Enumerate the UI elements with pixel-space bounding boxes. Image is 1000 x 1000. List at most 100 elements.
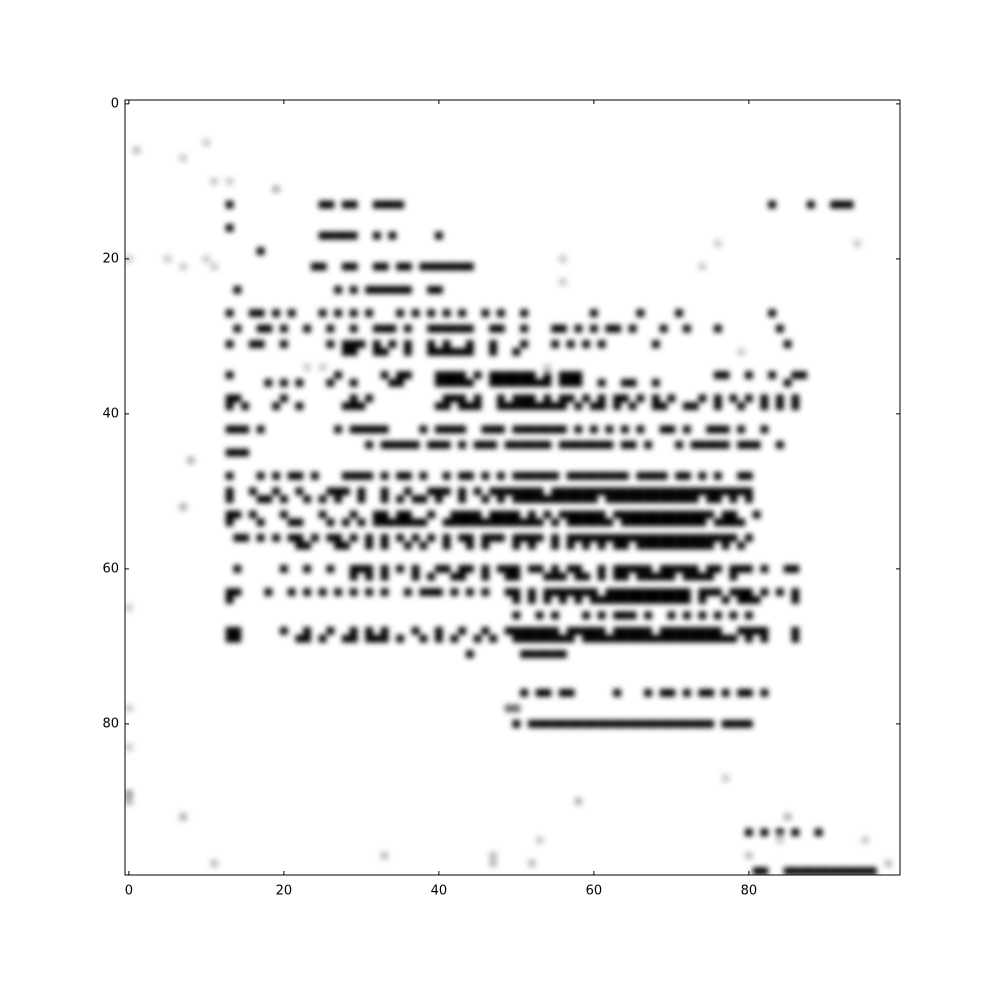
- heatmap-cell: [559, 510, 567, 519]
- heatmap-cell: [683, 611, 691, 620]
- heatmap-cell: [349, 231, 358, 240]
- heatmap-cell: [520, 371, 528, 379]
- heatmap-cell: [752, 627, 761, 635]
- heatmap-cell: [535, 487, 544, 496]
- heatmap-cell: [481, 572, 490, 581]
- heatmap-cell: [590, 487, 598, 496]
- heatmap-cell: [489, 510, 497, 519]
- heatmap-cell: [551, 588, 559, 596]
- heatmap-cell: [512, 596, 521, 604]
- heatmap-cell: [272, 487, 280, 496]
- heatmap-cell: [551, 340, 559, 348]
- heatmap-cell: [714, 425, 722, 434]
- heatmap-cell: [535, 565, 544, 573]
- heatmap-cell: [373, 340, 381, 348]
- heatmap-cell: [435, 324, 443, 333]
- heatmap-cell: [574, 402, 583, 410]
- heatmap-cell: [373, 518, 381, 527]
- heatmap-cell: [497, 487, 505, 496]
- y-tick-label: 60: [102, 561, 119, 576]
- heatmap-cell-faint: [125, 789, 133, 798]
- heatmap-cell: [636, 309, 645, 317]
- heatmap-cell: [822, 867, 831, 875]
- heatmap-cell: [318, 262, 327, 271]
- heatmap-cell: [225, 224, 234, 232]
- heatmap-cell: [458, 402, 466, 410]
- heatmap-cell: [233, 588, 242, 596]
- heatmap-cell: [791, 627, 800, 635]
- heatmap-cell: [435, 379, 443, 387]
- heatmap-cell: [737, 441, 745, 449]
- heatmap-cell: [690, 565, 699, 573]
- heatmap-cell: [512, 720, 521, 728]
- heatmap-cell: [349, 634, 358, 643]
- heatmap-cell: [535, 611, 544, 620]
- heatmap-cell: [380, 487, 389, 496]
- heatmap-cell: [520, 441, 528, 449]
- heatmap-cell: [752, 510, 761, 519]
- heatmap-cell-faint: [125, 704, 133, 713]
- heatmap-cell: [225, 495, 234, 503]
- heatmap-cell: [745, 371, 753, 379]
- heatmap-cell: [373, 262, 381, 271]
- heatmap-cell: [442, 340, 451, 348]
- heatmap-cell: [566, 371, 575, 379]
- heatmap-cell: [520, 324, 528, 333]
- heatmap-cell: [396, 634, 404, 643]
- heatmap-cell: [791, 596, 800, 604]
- heatmap-cell: [644, 441, 652, 449]
- heatmap-cell: [512, 425, 521, 434]
- heatmap-cell: [365, 572, 373, 581]
- heatmap-cell: [721, 518, 730, 527]
- heatmap-cell: [466, 510, 474, 519]
- heatmap-cell: [295, 634, 304, 643]
- heatmap-cell: [869, 867, 877, 875]
- heatmap-cell: [535, 379, 544, 387]
- heatmap-cell: [574, 572, 583, 581]
- heatmap-cell: [559, 379, 567, 387]
- heatmap-cell: [574, 324, 583, 333]
- heatmap-cell: [497, 425, 505, 434]
- heatmap-cell: [504, 371, 513, 379]
- heatmap-cell: [582, 487, 590, 496]
- heatmap-cell: [458, 425, 466, 434]
- heatmap-cell: [388, 340, 397, 348]
- heatmap-cell: [644, 541, 652, 550]
- heatmap-cell: [613, 510, 621, 519]
- heatmap-cell: [652, 340, 660, 348]
- heatmap-cell: [365, 588, 373, 596]
- heatmap-cell: [543, 510, 552, 519]
- heatmap-cell: [721, 596, 730, 604]
- heatmap-cell: [644, 596, 652, 604]
- heatmap-cell: [706, 720, 714, 728]
- heatmap-cell: [559, 324, 567, 333]
- heatmap-cell: [566, 472, 575, 480]
- heatmap-cell: [349, 379, 358, 387]
- heatmap-cell-faint: [745, 851, 753, 860]
- heatmap-cell: [590, 627, 598, 635]
- heatmap-cell: [528, 534, 536, 542]
- heatmap-cell: [349, 348, 358, 356]
- heatmap-cell: [225, 402, 234, 410]
- heatmap-cell: [287, 588, 296, 596]
- heatmap-cell: [481, 627, 490, 635]
- heatmap-cell: [566, 588, 575, 596]
- heatmap-cell: [334, 309, 342, 317]
- heatmap-cell: [404, 541, 412, 550]
- heatmap-cell: [605, 596, 614, 604]
- heatmap-cell: [683, 541, 691, 550]
- heatmap-cell-faint: [714, 239, 722, 248]
- heatmap-cell: [419, 262, 428, 271]
- heatmap-cell: [714, 472, 722, 480]
- heatmap-cell: [504, 441, 513, 449]
- heatmap-cell-faint: [163, 255, 172, 263]
- heatmap-cell: [466, 565, 474, 573]
- heatmap-cell: [745, 487, 753, 496]
- heatmap-cell: [342, 472, 350, 480]
- heatmap-cell: [621, 441, 629, 449]
- heatmap-cell: [636, 565, 645, 573]
- heatmap-cell-faint: [776, 836, 784, 844]
- heatmap-cell: [318, 495, 327, 503]
- heatmap-cell: [714, 518, 722, 527]
- heatmap-cell: [861, 867, 869, 875]
